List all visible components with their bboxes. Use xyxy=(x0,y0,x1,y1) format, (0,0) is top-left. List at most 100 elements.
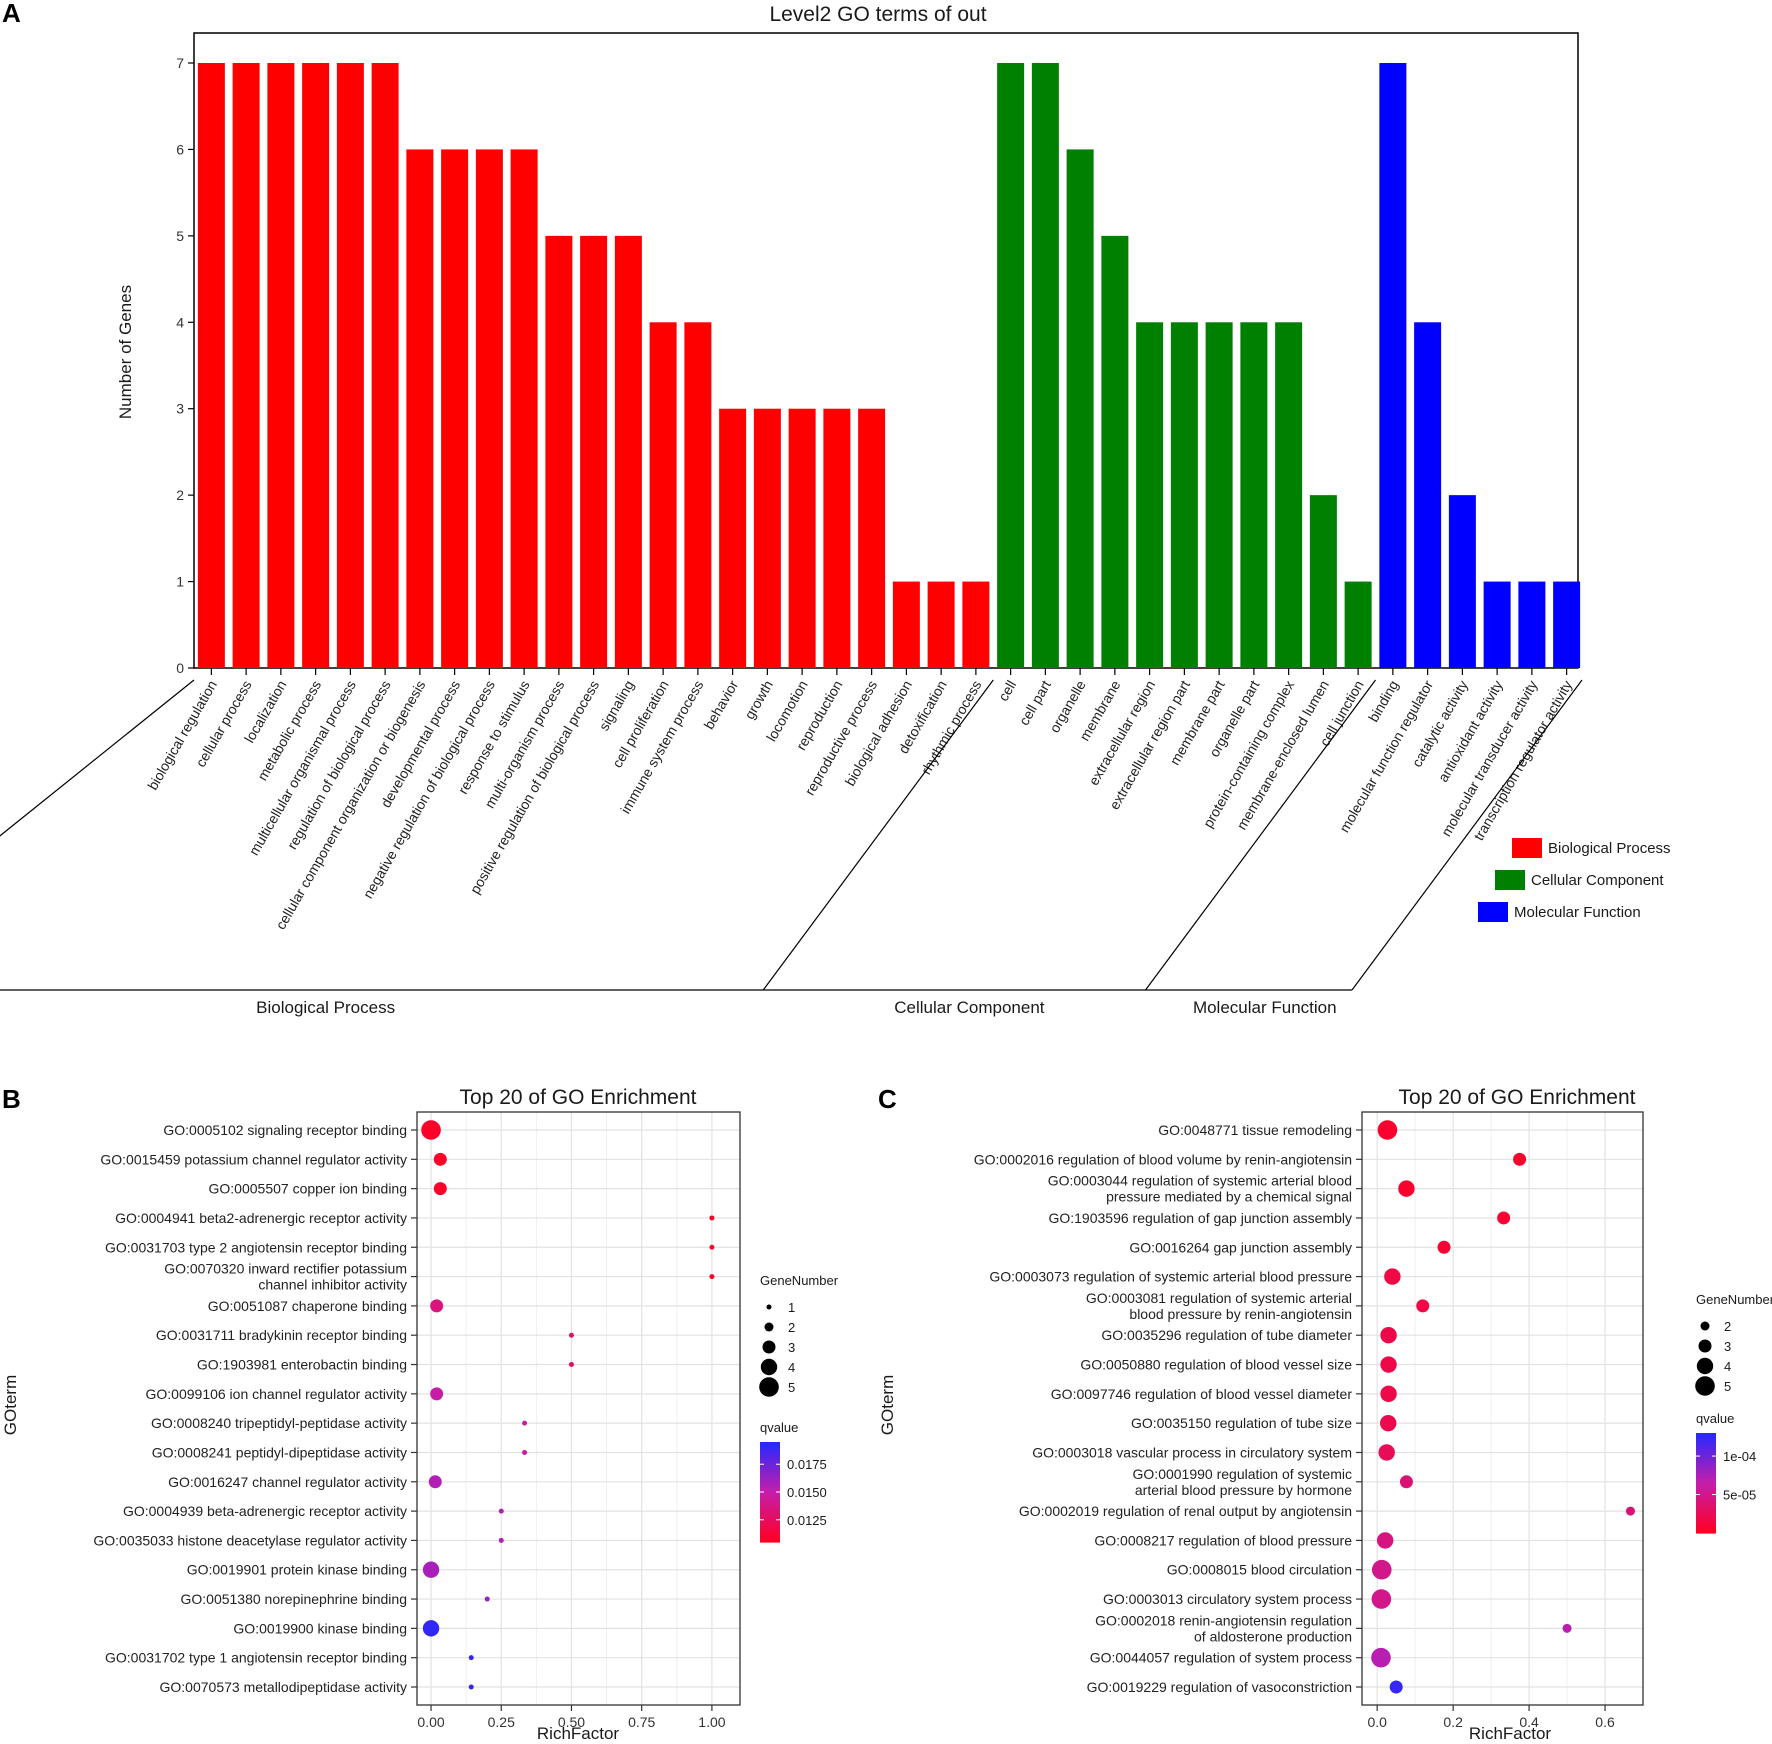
category-label-behavior: behavior xyxy=(701,677,742,732)
color-legend-gradient-step xyxy=(760,1474,780,1477)
bar-negative-regulation-of-biological-process xyxy=(475,149,503,668)
chart-b-ylabel: GOterm xyxy=(1,1375,20,1435)
point-go-0005507 xyxy=(433,1182,447,1196)
x-tick-label: 1.00 xyxy=(698,1714,725,1730)
bar-rhythmic-process xyxy=(962,581,990,668)
term-label-go-0031702: GO:0031702 type 1 angiotensin receptor b… xyxy=(105,1650,407,1666)
size-legend-label: 2 xyxy=(788,1320,795,1335)
bar-signaling xyxy=(614,235,642,668)
point-go-0002019 xyxy=(1625,1506,1635,1516)
color-legend-gradient-step xyxy=(1696,1531,1716,1534)
bar-locomotion xyxy=(788,408,816,668)
color-legend-gradient-step xyxy=(760,1536,780,1539)
point-go-0070320 xyxy=(709,1274,715,1280)
term-label-go-0008015: GO:0008015 blood circulation xyxy=(1167,1562,1352,1578)
color-legend-gradient-step xyxy=(760,1492,780,1495)
term-label-go-0031703: GO:0031703 type 2 angiotensin receptor b… xyxy=(105,1239,407,1255)
color-legend-gradient-step xyxy=(1696,1439,1716,1442)
color-legend-gradient-step xyxy=(1696,1495,1716,1498)
color-legend-gradient-step xyxy=(1696,1463,1716,1466)
point-go-0016264 xyxy=(1437,1240,1451,1254)
color-legend-gradient-step xyxy=(1696,1465,1716,1468)
point-go-0031703 xyxy=(709,1244,715,1250)
chart-b-xlabel: RichFactor xyxy=(537,1724,620,1743)
x-tick-label: 0.00 xyxy=(417,1714,444,1730)
bar-cell-junction xyxy=(1344,581,1372,668)
term-label-go-0051380: GO:0051380 norepinephrine binding xyxy=(180,1591,407,1607)
point-go-0019229 xyxy=(1389,1680,1403,1694)
color-legend-title: qvalue xyxy=(1696,1411,1734,1426)
color-legend-label: 0.0175 xyxy=(787,1457,827,1472)
size-legend-dot xyxy=(764,1322,774,1332)
term-label-go-0001990-line2: arterial blood pressure by hormone xyxy=(1135,1482,1352,1498)
term-label-go-0035033: GO:0035033 histone deacetylase regulator… xyxy=(93,1532,407,1548)
bar-cell-part xyxy=(1031,63,1059,668)
bar-binding xyxy=(1379,63,1407,668)
point-go-0035296 xyxy=(1380,1327,1397,1344)
point-go-0070573 xyxy=(468,1684,474,1690)
bar-extracellular-region-part xyxy=(1170,322,1198,668)
plot-background xyxy=(417,1112,740,1705)
color-legend-gradient-step xyxy=(760,1504,780,1507)
term-label-go-0003044-line2: pressure mediated by a chemical signal xyxy=(1106,1189,1352,1205)
bar-cellular-process xyxy=(232,63,260,668)
y-tick-label: 7 xyxy=(176,55,184,71)
term-label-go-0003018: GO:0003018 vascular process in circulato… xyxy=(1032,1444,1352,1460)
point-go-0051087 xyxy=(430,1299,444,1313)
term-label-go-0070320-line1: GO:0070320 inward rectifier potassium xyxy=(164,1261,407,1277)
color-legend-gradient-step xyxy=(760,1466,780,1469)
point-go-0008240 xyxy=(522,1420,528,1426)
category-label-cell: cell xyxy=(995,678,1019,704)
category-label-growth: growth xyxy=(741,678,776,722)
color-legend-gradient-step xyxy=(760,1446,780,1449)
size-legend-label: 4 xyxy=(1724,1359,1731,1374)
color-legend-gradient-step xyxy=(1696,1485,1716,1488)
bar-catalytic-activity xyxy=(1448,495,1476,668)
x-tick-label: 0.50 xyxy=(558,1714,585,1730)
size-legend-dot xyxy=(760,1358,778,1376)
color-legend-gradient-step xyxy=(1696,1499,1716,1502)
point-go-0015459 xyxy=(433,1152,447,1166)
bar-protein-containing-complex xyxy=(1275,322,1303,668)
bar-biological-regulation xyxy=(197,63,225,668)
bar-multi-organism-process xyxy=(545,235,573,668)
color-legend-gradient-step xyxy=(760,1450,780,1453)
point-go-0031702 xyxy=(468,1655,474,1661)
color-legend-gradient-step xyxy=(760,1508,780,1511)
term-label-go-0099106: GO:0099106 ion channel regulator activit… xyxy=(146,1386,408,1402)
color-legend-title: qvalue xyxy=(760,1420,798,1435)
color-legend-gradient-step xyxy=(760,1502,780,1505)
color-legend-gradient-step xyxy=(760,1514,780,1517)
panel-c: C Top 20 of GO Enrichment GOterm RichFac… xyxy=(878,1084,1772,1743)
plot-frame xyxy=(416,1111,741,1706)
plot-background xyxy=(1362,1112,1643,1705)
color-legend-gradient-step xyxy=(760,1476,780,1479)
size-legend-dot xyxy=(1695,1376,1715,1396)
term-label-go-0008217: GO:0008217 regulation of blood pressure xyxy=(1094,1532,1352,1548)
term-label-go-0003013: GO:0003013 circulatory system process xyxy=(1103,1591,1352,1607)
color-legend-gradient-step xyxy=(1696,1451,1716,1454)
color-legend-label: 5e-05 xyxy=(1723,1488,1756,1503)
panel-a: A Level2 GO terms of out Number of Genes… xyxy=(0,0,1671,1017)
color-legend-gradient-step xyxy=(1696,1455,1716,1458)
color-legend-gradient-step xyxy=(1696,1475,1716,1478)
color-legend-gradient-step xyxy=(1696,1513,1716,1516)
point-go-0005102 xyxy=(421,1120,441,1140)
bar-transcription-regulator-activity xyxy=(1553,581,1581,668)
legend-swatch-molecular-function xyxy=(1478,902,1508,922)
color-legend-gradient-step xyxy=(760,1480,780,1483)
term-label-go-0031711: GO:0031711 bradykinin receptor binding xyxy=(156,1327,407,1343)
bar-extracellular-region xyxy=(1136,322,1164,668)
point-go-0016247 xyxy=(428,1475,442,1489)
chart-a-ylabel: Number of Genes xyxy=(116,285,135,419)
color-legend-label: 0.0150 xyxy=(787,1485,827,1500)
size-legend-dot xyxy=(1696,1357,1714,1375)
color-legend-gradient-step xyxy=(760,1478,780,1481)
color-legend-gradient-step xyxy=(760,1532,780,1535)
term-label-go-0002018-line1: GO:0002018 renin-angiotensin regulation xyxy=(1095,1612,1352,1628)
term-label-go-0005102: GO:0005102 signaling receptor binding xyxy=(163,1122,407,1138)
term-label-go-0070320-line2: channel inhibitor activity xyxy=(258,1277,407,1293)
size-legend-title: GeneNumber xyxy=(1696,1292,1772,1307)
y-tick-label: 2 xyxy=(176,487,184,503)
